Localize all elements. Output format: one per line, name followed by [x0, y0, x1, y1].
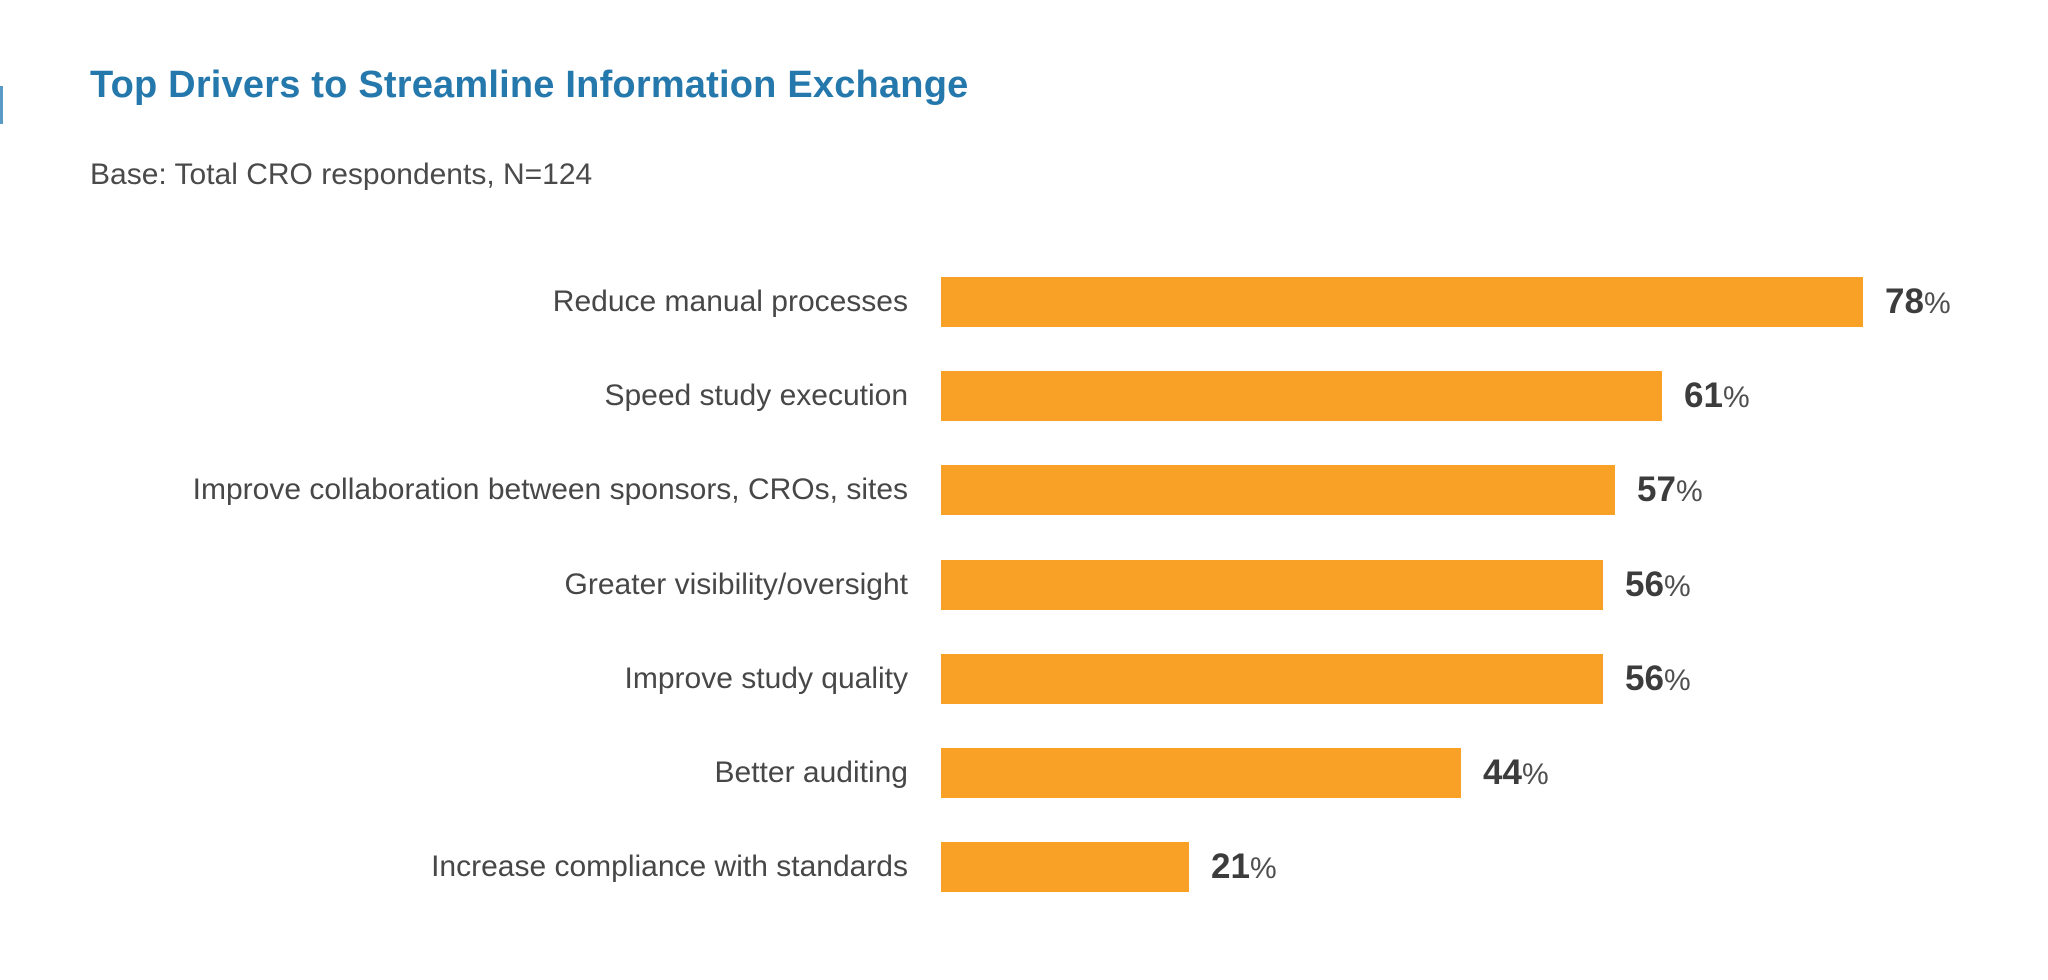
percent-sign: %	[1675, 475, 1703, 508]
value-label: 44%	[1483, 748, 1549, 798]
value-label: 78%	[1885, 277, 1951, 327]
bar[interactable]	[941, 654, 1603, 704]
value-number: 44	[1483, 753, 1522, 792]
value-label: 56%	[1625, 560, 1691, 610]
bar-row: Better auditing 44%	[0, 748, 2048, 798]
percent-sign: %	[1663, 570, 1691, 603]
value-label: 57%	[1637, 465, 1703, 515]
value-label: 21%	[1211, 842, 1277, 892]
left-accent-mark	[0, 86, 3, 124]
bar-row: Increase compliance with standards 21%	[0, 842, 2048, 892]
value-number: 78	[1885, 282, 1924, 321]
value-number: 57	[1637, 470, 1676, 509]
value-number: 21	[1211, 847, 1250, 886]
bar[interactable]	[941, 277, 1863, 327]
value-label: 56%	[1625, 654, 1691, 704]
value-number: 56	[1625, 565, 1664, 604]
value-number: 61	[1684, 376, 1723, 415]
chart-title: Top Drivers to Streamline Information Ex…	[90, 64, 969, 106]
category-label: Improve study quality	[624, 662, 908, 695]
chart-subtitle: Base: Total CRO respondents, N=124	[90, 158, 593, 191]
percent-sign: %	[1663, 664, 1691, 697]
bar[interactable]	[941, 748, 1461, 798]
percent-sign: %	[1923, 287, 1951, 320]
bar-row: Improve study quality 56%	[0, 654, 2048, 704]
bar-row: Improve collaboration between sponsors, …	[0, 465, 2048, 515]
category-label: Increase compliance with standards	[431, 850, 908, 883]
value-label: 61%	[1684, 371, 1750, 421]
category-label: Greater visibility/oversight	[564, 568, 908, 601]
category-label: Better auditing	[714, 756, 908, 789]
bar[interactable]	[941, 842, 1189, 892]
percent-sign: %	[1722, 381, 1750, 414]
percent-sign: %	[1249, 852, 1277, 885]
bar-row: Speed study execution 61%	[0, 371, 2048, 421]
bar[interactable]	[941, 371, 1662, 421]
category-label: Reduce manual processes	[552, 285, 908, 318]
category-label: Speed study execution	[604, 379, 908, 412]
category-label: Improve collaboration between sponsors, …	[192, 473, 908, 506]
bar-row: Reduce manual processes 78%	[0, 277, 2048, 327]
bar[interactable]	[941, 560, 1603, 610]
bar[interactable]	[941, 465, 1615, 515]
percent-sign: %	[1521, 758, 1549, 791]
bar-row: Greater visibility/oversight 56%	[0, 560, 2048, 610]
value-number: 56	[1625, 659, 1664, 698]
